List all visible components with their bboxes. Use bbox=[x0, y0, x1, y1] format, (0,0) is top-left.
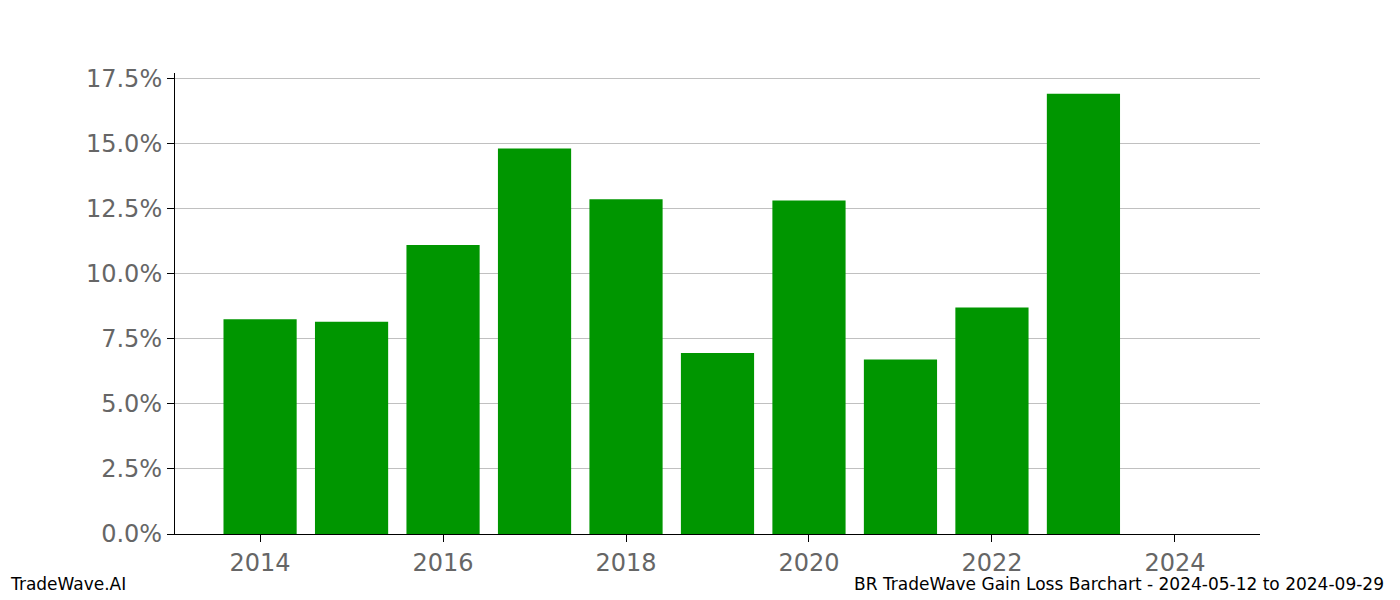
svg-text:15.0%: 15.0% bbox=[86, 130, 162, 158]
svg-text:0.0%: 0.0% bbox=[101, 520, 162, 548]
svg-text:10.0%: 10.0% bbox=[86, 260, 162, 288]
svg-text:17.5%: 17.5% bbox=[86, 65, 162, 93]
svg-text:2.5%: 2.5% bbox=[101, 455, 162, 483]
svg-text:12.5%: 12.5% bbox=[86, 195, 162, 223]
svg-text:2018: 2018 bbox=[595, 549, 656, 577]
svg-text:2020: 2020 bbox=[778, 549, 839, 577]
svg-text:TradeWave.AI: TradeWave.AI bbox=[10, 574, 126, 594]
svg-text:5.0%: 5.0% bbox=[101, 390, 162, 418]
svg-text:7.5%: 7.5% bbox=[101, 325, 162, 353]
svg-text:2014: 2014 bbox=[230, 549, 291, 577]
svg-text:BR TradeWave Gain Loss Barchar: BR TradeWave Gain Loss Barchart - 2024-0… bbox=[854, 574, 1384, 594]
svg-text:2022: 2022 bbox=[961, 549, 1022, 577]
svg-text:2016: 2016 bbox=[413, 549, 474, 577]
svg-text:2024: 2024 bbox=[1144, 549, 1205, 577]
